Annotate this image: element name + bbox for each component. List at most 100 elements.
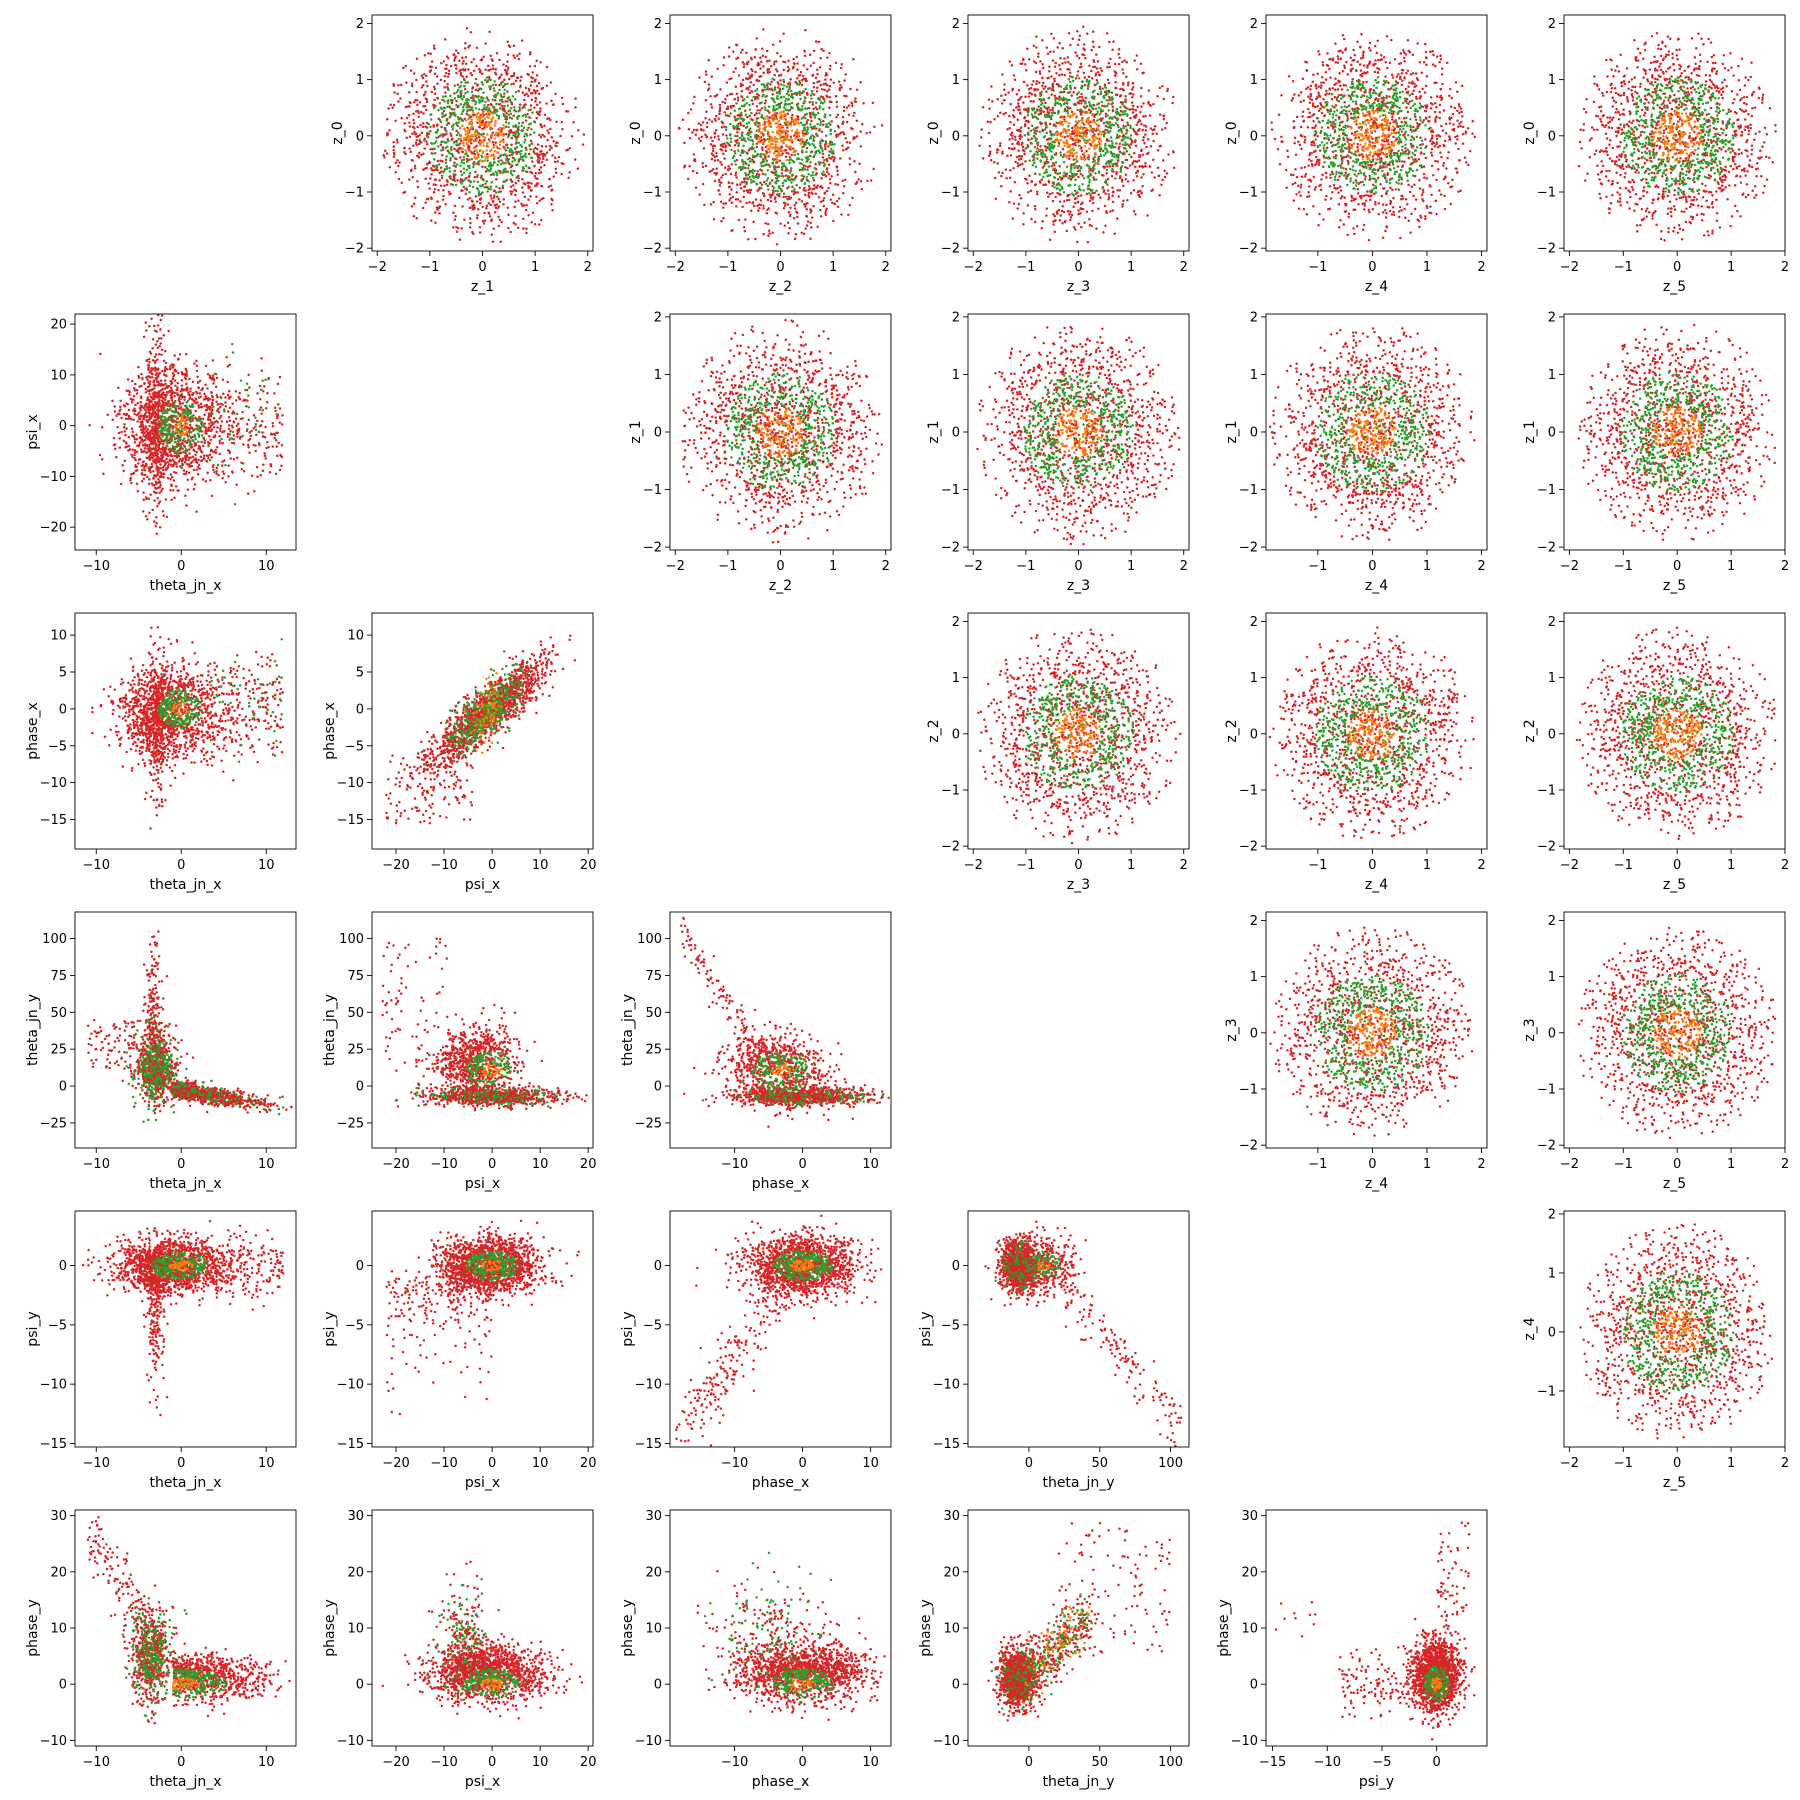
data-point	[1046, 76, 1049, 80]
data-point	[1016, 207, 1019, 210]
data-point	[489, 54, 493, 57]
data-point	[1076, 169, 1080, 173]
data-point	[441, 160, 444, 163]
data-point	[824, 134, 828, 137]
data-point	[735, 158, 739, 162]
data-point	[778, 147, 782, 151]
data-point	[453, 147, 456, 151]
data-point	[506, 69, 509, 72]
data-point	[1153, 124, 1157, 128]
data-point	[771, 43, 775, 46]
data-point	[1113, 162, 1116, 166]
data-point	[763, 128, 767, 132]
data-point	[1099, 67, 1102, 70]
data-point	[792, 148, 796, 151]
data-point	[782, 80, 786, 84]
data-point	[688, 136, 692, 140]
data-point	[1111, 200, 1115, 204]
data-point	[465, 151, 468, 154]
data-point	[1106, 114, 1109, 117]
data-point	[1059, 214, 1063, 217]
data-point	[784, 201, 787, 205]
data-point	[483, 126, 486, 129]
data-point	[1128, 108, 1131, 111]
data-point	[719, 160, 722, 164]
data-point	[797, 91, 801, 94]
data-point	[1092, 168, 1096, 171]
data-point	[760, 113, 764, 117]
data-point	[445, 167, 449, 170]
data-point	[729, 112, 732, 115]
data-point	[772, 158, 776, 162]
data-point	[486, 79, 490, 82]
data-point	[777, 153, 780, 157]
data-point	[822, 97, 826, 101]
data-point	[394, 161, 398, 165]
data-point	[499, 162, 503, 166]
data-point	[718, 193, 722, 196]
data-point	[1030, 180, 1034, 184]
data-point	[437, 145, 440, 148]
data-point	[467, 68, 470, 71]
data-point	[433, 147, 436, 151]
data-point	[1089, 194, 1093, 197]
data-point	[774, 169, 778, 173]
data-point	[827, 163, 831, 166]
data-point	[1172, 95, 1175, 99]
data-point	[804, 193, 807, 197]
data-point	[1026, 119, 1030, 123]
data-point	[802, 186, 806, 190]
data-point	[470, 138, 473, 141]
data-point	[768, 181, 772, 184]
data-point	[1110, 169, 1114, 173]
data-point	[1077, 209, 1080, 212]
data-point	[740, 138, 744, 141]
data-point	[805, 146, 809, 150]
data-point	[1008, 114, 1011, 118]
data-point	[436, 208, 439, 211]
data-point	[1051, 85, 1055, 88]
data-point	[459, 73, 463, 77]
data-point	[523, 106, 526, 109]
data-point	[554, 171, 558, 174]
data-point	[1058, 175, 1062, 179]
data-point	[709, 143, 713, 146]
data-point	[823, 173, 827, 176]
data-point	[539, 218, 543, 222]
data-point	[475, 144, 478, 148]
data-point	[459, 180, 462, 183]
data-point	[781, 166, 784, 169]
data-point	[850, 102, 854, 105]
data-point	[1030, 124, 1034, 127]
data-point	[1073, 162, 1076, 166]
data-point	[796, 62, 799, 65]
data-point	[385, 134, 389, 137]
data-point	[430, 65, 433, 69]
data-point	[538, 113, 541, 116]
data-point	[841, 116, 845, 119]
data-point	[493, 99, 497, 102]
data-point	[759, 181, 762, 185]
data-point	[471, 87, 474, 90]
data-point	[481, 127, 484, 131]
data-point	[501, 161, 505, 164]
data-point	[1109, 144, 1113, 148]
data-point	[491, 131, 495, 134]
data-point	[506, 170, 510, 174]
data-point	[770, 139, 774, 142]
data-point	[826, 95, 829, 99]
data-point	[555, 144, 558, 148]
data-point	[1086, 111, 1089, 114]
data-point	[1065, 102, 1069, 105]
data-point	[774, 122, 777, 125]
data-point	[432, 183, 436, 186]
data-point	[1056, 178, 1060, 181]
data-point	[443, 168, 447, 171]
data-point	[809, 237, 812, 240]
data-point	[740, 181, 744, 184]
data-point	[500, 220, 503, 224]
data-point	[798, 93, 802, 96]
data-point	[755, 183, 759, 186]
data-point	[781, 174, 784, 178]
